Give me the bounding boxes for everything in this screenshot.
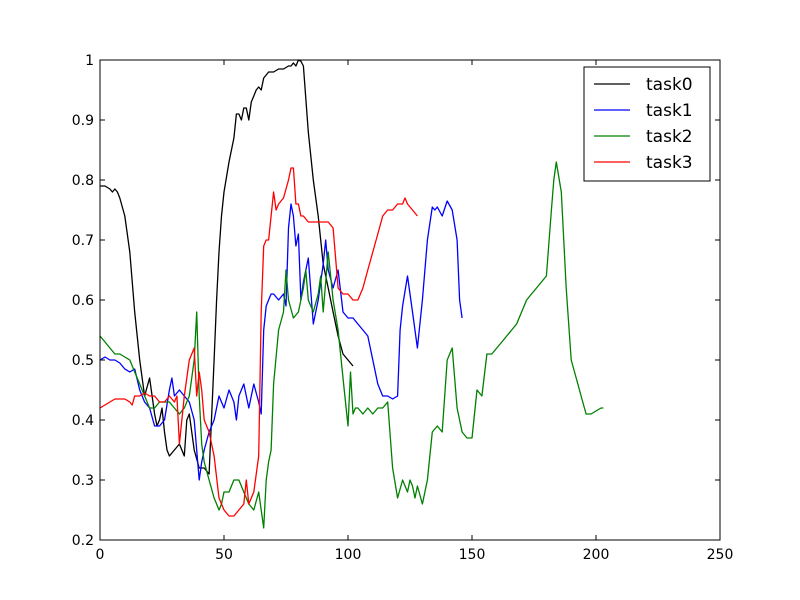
axis-ticks: 0 50 100 150 200 250 0.2 0.3 0.4 0.5 0.6 0.7 0.8 0.9 1	[72, 53, 734, 563]
legend-label-task0: task0	[646, 75, 693, 95]
x-tick-label: 0	[96, 547, 105, 563]
x-tick-label: 200	[583, 547, 610, 563]
y-tick-label: 0.2	[72, 533, 94, 549]
legend-label-task3: task3	[646, 153, 693, 173]
y-tick-label: 0.8	[72, 173, 94, 189]
series-line-task3	[99, 167, 418, 517]
x-tick-label: 150	[459, 547, 486, 563]
y-tick-label: 0.6	[72, 293, 94, 309]
y-tick-label: 0.5	[72, 353, 94, 369]
y-tick-label: 0.4	[72, 413, 94, 429]
series-line-task2	[99, 161, 604, 529]
x-tick-label: 50	[215, 547, 233, 563]
x-tick-label: 100	[335, 547, 362, 563]
series-line-task1	[99, 200, 463, 481]
legend-label-task2: task2	[646, 127, 693, 147]
y-tick-label: 0.7	[72, 233, 94, 249]
legend: task0 task1 task2 task3	[583, 66, 711, 182]
y-tick-label: 0.3	[72, 473, 94, 489]
y-tick-label: 1	[85, 53, 94, 69]
x-tick-label: 250	[707, 547, 734, 563]
y-tick-label: 0.9	[72, 113, 94, 129]
legend-label-task1: task1	[646, 101, 693, 121]
